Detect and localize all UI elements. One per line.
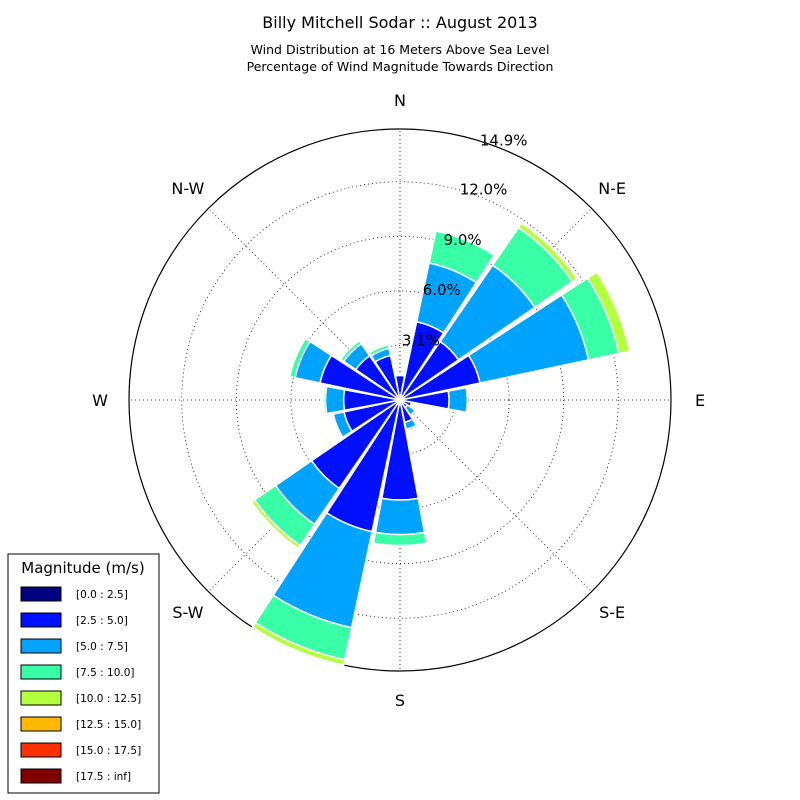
wind-bar-segment — [374, 497, 426, 536]
legend-swatch — [20, 690, 62, 706]
sector-225 — [250, 399, 401, 550]
polar-grid — [128, 128, 672, 672]
radial-tick-label: 12.0% — [460, 180, 508, 198]
grid-spoke — [399, 399, 592, 592]
sector-270 — [322, 385, 401, 415]
wind-bar-segment — [332, 411, 353, 439]
grid-circle — [235, 235, 565, 565]
sector-292.5 — [288, 337, 401, 401]
legend-title: Magnitude (m/s) — [21, 559, 144, 577]
legend-label: [10.0 : 12.5] — [76, 693, 141, 705]
chart-subtitle-line-1: Wind Distribution at 16 Meters Above Sea… — [251, 42, 550, 57]
direction-label: W — [92, 391, 108, 410]
grid-circle — [290, 290, 510, 510]
direction-labels: N N-E E S-E S S-W W N-W — [92, 91, 705, 710]
wind-bar-segment — [339, 339, 363, 363]
sector-337.5 — [368, 343, 401, 401]
direction-label: E — [695, 391, 705, 410]
legend-swatch — [20, 716, 62, 732]
direction-label: S-E — [599, 603, 625, 622]
radial-tick-label: 6.0% — [423, 281, 461, 299]
wind-bar-segment — [586, 271, 631, 355]
direction-label: N-W — [171, 179, 204, 198]
direction-label: N — [394, 91, 406, 110]
radial-tick-label: 3.1% — [402, 332, 440, 350]
sector-22.5 — [399, 230, 496, 401]
sector-45 — [399, 222, 578, 401]
chart-title: Billy Mitchell Sodar :: August 2013 — [262, 13, 537, 32]
wind-bar-segment — [250, 498, 302, 550]
direction-label: N-E — [598, 179, 626, 198]
legend-label: [12.5 : 15.0] — [76, 719, 141, 731]
sector-67.5 — [399, 271, 631, 401]
wind-bar-segment — [405, 424, 419, 433]
wind-bar-segment — [324, 385, 346, 415]
legend-label: [0.0 : 2.5] — [76, 589, 128, 601]
wind-bars — [250, 222, 631, 666]
grid-circle — [181, 181, 619, 619]
wind-bar-segment — [322, 385, 328, 415]
legend-swatch — [20, 612, 62, 628]
wind-bar-segment — [517, 222, 578, 283]
sector-202.5 — [251, 399, 401, 666]
wind-bar-segment — [447, 386, 469, 414]
sector-180 — [372, 399, 428, 547]
legend-label: [17.5 : inf] — [76, 771, 131, 783]
legend-label: [15.0 : 17.5] — [76, 745, 141, 757]
legend-label: [5.0 : 7.5] — [76, 641, 128, 653]
sector-90 — [399, 386, 469, 414]
radial-tick-labels: 3.1% 6.0% 9.0% 12.0% 14.9% — [402, 132, 528, 350]
outer-boundary — [128, 128, 672, 672]
legend-label: [7.5 : 10.0] — [76, 667, 134, 679]
legend-label: [2.5 : 5.0] — [76, 615, 128, 627]
wind-bar-segment — [368, 343, 390, 357]
legend: Magnitude (m/s) [0.0 : 2.5] [2.5 : 5.0] [5.… — [7, 553, 160, 794]
direction-label: S-W — [172, 603, 203, 622]
legend-swatch — [20, 664, 62, 680]
legend-swatch — [20, 742, 62, 758]
wind-bar-segment — [428, 230, 496, 284]
legend-swatch — [20, 586, 62, 602]
legend-swatch — [20, 768, 62, 784]
chart-subtitle-line-2: Percentage of Wind Magnitude Towards Dir… — [247, 59, 554, 74]
sector-157.5 — [399, 399, 419, 433]
wind-bar-segment — [251, 621, 346, 666]
sector-247.5 — [332, 399, 401, 439]
direction-label: S — [395, 691, 405, 710]
radial-tick-label: 9.0% — [444, 231, 482, 249]
wind-bar-segment — [372, 531, 428, 547]
radial-tick-label: 14.9% — [480, 132, 528, 150]
wind-bar-segment — [288, 337, 312, 379]
legend-swatch — [20, 638, 62, 654]
